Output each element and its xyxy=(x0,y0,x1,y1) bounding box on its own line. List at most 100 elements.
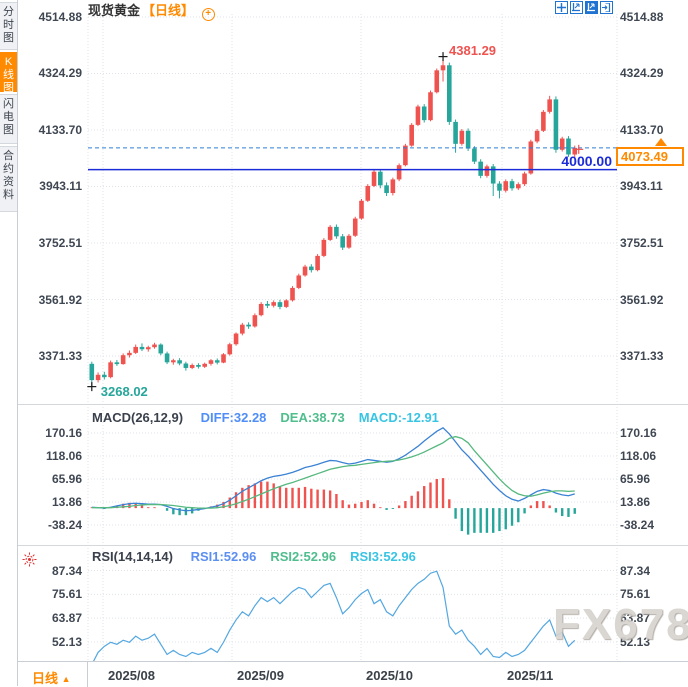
rsi-axis-tick: 87.34 xyxy=(51,563,82,578)
candle-body xyxy=(503,181,509,191)
candle-body xyxy=(214,360,220,363)
candle-body xyxy=(265,303,270,306)
candle-body xyxy=(365,185,371,201)
macd-dea-line xyxy=(91,435,575,509)
candle-body xyxy=(158,344,164,354)
candle-body xyxy=(522,173,527,185)
rsi-line xyxy=(91,570,576,665)
candle-body xyxy=(447,65,452,122)
candle-body xyxy=(296,275,302,288)
candle-body xyxy=(472,148,477,162)
indicator-settings-icon[interactable] xyxy=(22,552,37,567)
price-axis-tick: 3371.33 xyxy=(38,349,82,363)
x-axis-date-label: 2025/11 xyxy=(507,668,554,683)
price-axis-tick: 3943.11 xyxy=(620,179,663,194)
macd-diff-line xyxy=(91,426,575,512)
period-tag: 【日线】 xyxy=(142,3,195,18)
price-axis-tick: 4133.70 xyxy=(38,122,82,137)
candle-body xyxy=(221,354,226,363)
price-axis-tick: 4133.70 xyxy=(620,122,664,137)
indicator-readout: RSI2:52.96 xyxy=(270,549,337,564)
candle-body xyxy=(171,360,176,363)
candle-body xyxy=(315,255,320,271)
candle-body xyxy=(515,184,521,189)
candle-body xyxy=(133,346,139,353)
candle-body xyxy=(290,287,295,301)
candle-body xyxy=(271,302,276,306)
candle-body xyxy=(102,374,107,378)
candle-body xyxy=(421,106,427,121)
symbol-title: 现货黄金 xyxy=(88,3,141,18)
candle-body xyxy=(547,99,552,112)
macd-axis-tick: 118.06 xyxy=(620,449,657,463)
rsi-axis-tick: 52.13 xyxy=(620,635,651,649)
macd-axis-tick: 65.96 xyxy=(51,472,82,486)
candle-body xyxy=(252,315,258,327)
candle-body xyxy=(541,111,546,131)
macd-axis-tick: 13.86 xyxy=(620,495,651,509)
scale-axis-active-icon[interactable] xyxy=(585,1,598,14)
candle-body xyxy=(145,347,151,350)
candle-body xyxy=(497,183,502,191)
rsi-axis-tick: 75.61 xyxy=(51,587,82,602)
macd-axis-tick: -38.24 xyxy=(620,518,655,532)
crosshair-move-icon[interactable] xyxy=(555,1,568,14)
macd-axis-tick: -38.24 xyxy=(47,518,82,532)
x-axis-date-label: 2025/10 xyxy=(366,668,413,683)
candle-body xyxy=(346,235,352,248)
candle-body xyxy=(371,171,377,186)
indicator-readout: RSI1:52.96 xyxy=(190,549,257,564)
period-selector[interactable]: 日线 ▲ xyxy=(32,671,71,686)
candle-body xyxy=(108,362,113,378)
scale-axis-icon[interactable] xyxy=(570,1,583,14)
candle-body xyxy=(327,226,333,240)
candle-body xyxy=(89,363,95,381)
candle-body xyxy=(183,363,189,368)
macd-axis-tick: 170.16 xyxy=(620,426,657,440)
candle-body xyxy=(233,333,239,345)
candle-body xyxy=(572,147,578,155)
macd-axis-tick: 65.96 xyxy=(620,472,651,486)
candle-body xyxy=(246,324,251,327)
sidebar-tab-1[interactable]: 分时图 xyxy=(0,2,17,50)
indicator-readout: MACD:-12.91 xyxy=(358,410,439,425)
candle-body xyxy=(440,65,446,71)
candle-body xyxy=(352,218,358,236)
candle-body xyxy=(390,179,396,194)
price-axis-tick: 3752.51 xyxy=(620,236,664,250)
candle-body xyxy=(378,171,383,186)
exit-fullscreen-icon[interactable] xyxy=(600,1,613,14)
rsi-header: RSI(14,14,14) RSI1:52.96 RSI2:52.96 RSI3:5… xyxy=(92,549,430,564)
add-indicator-icon[interactable]: + xyxy=(201,8,215,21)
low-price-annotation: 3268.02 xyxy=(100,383,148,399)
rsi-axis-tick: 75.61 xyxy=(620,587,651,602)
sidebar-tab-2[interactable]: K线图 xyxy=(0,52,17,94)
macd-label: MACD(26,12,9) xyxy=(92,410,184,425)
price-up-arrow-icon xyxy=(655,138,667,146)
rsi-label: RSI(14,14,14) xyxy=(92,549,173,564)
sidebar-tab-4[interactable]: 合约资料 xyxy=(0,146,17,212)
price-axis-tick: 3561.92 xyxy=(38,292,82,307)
candle-body xyxy=(559,138,565,150)
last-price-tag: 4073.49 xyxy=(616,147,684,166)
price-axis-tick: 3752.51 xyxy=(38,236,82,250)
candle-body xyxy=(321,239,327,256)
candle-body xyxy=(196,364,201,367)
candle-body xyxy=(453,121,458,144)
candle-body xyxy=(434,70,440,93)
sidebar-tab-3[interactable]: 闪电图 xyxy=(0,94,17,144)
candle-body xyxy=(114,362,120,365)
indicator-readout: DEA:38.73 xyxy=(280,410,345,425)
price-axis-tick: 4514.88 xyxy=(620,10,664,24)
macd-axis-tick: 13.86 xyxy=(51,495,82,509)
dropdown-up-icon: ▲ xyxy=(61,674,71,684)
price-axis-tick: 3371.33 xyxy=(620,349,664,363)
candle-body xyxy=(127,352,132,356)
candle-body xyxy=(283,300,289,307)
candle-body xyxy=(528,141,534,174)
candle-body xyxy=(396,165,402,180)
candle-body xyxy=(177,360,182,364)
macd-header: MACD(26,12,9) DIFF:32.28 DEA:38.73 MACD:-1… xyxy=(92,410,453,425)
candle-body xyxy=(139,346,145,350)
